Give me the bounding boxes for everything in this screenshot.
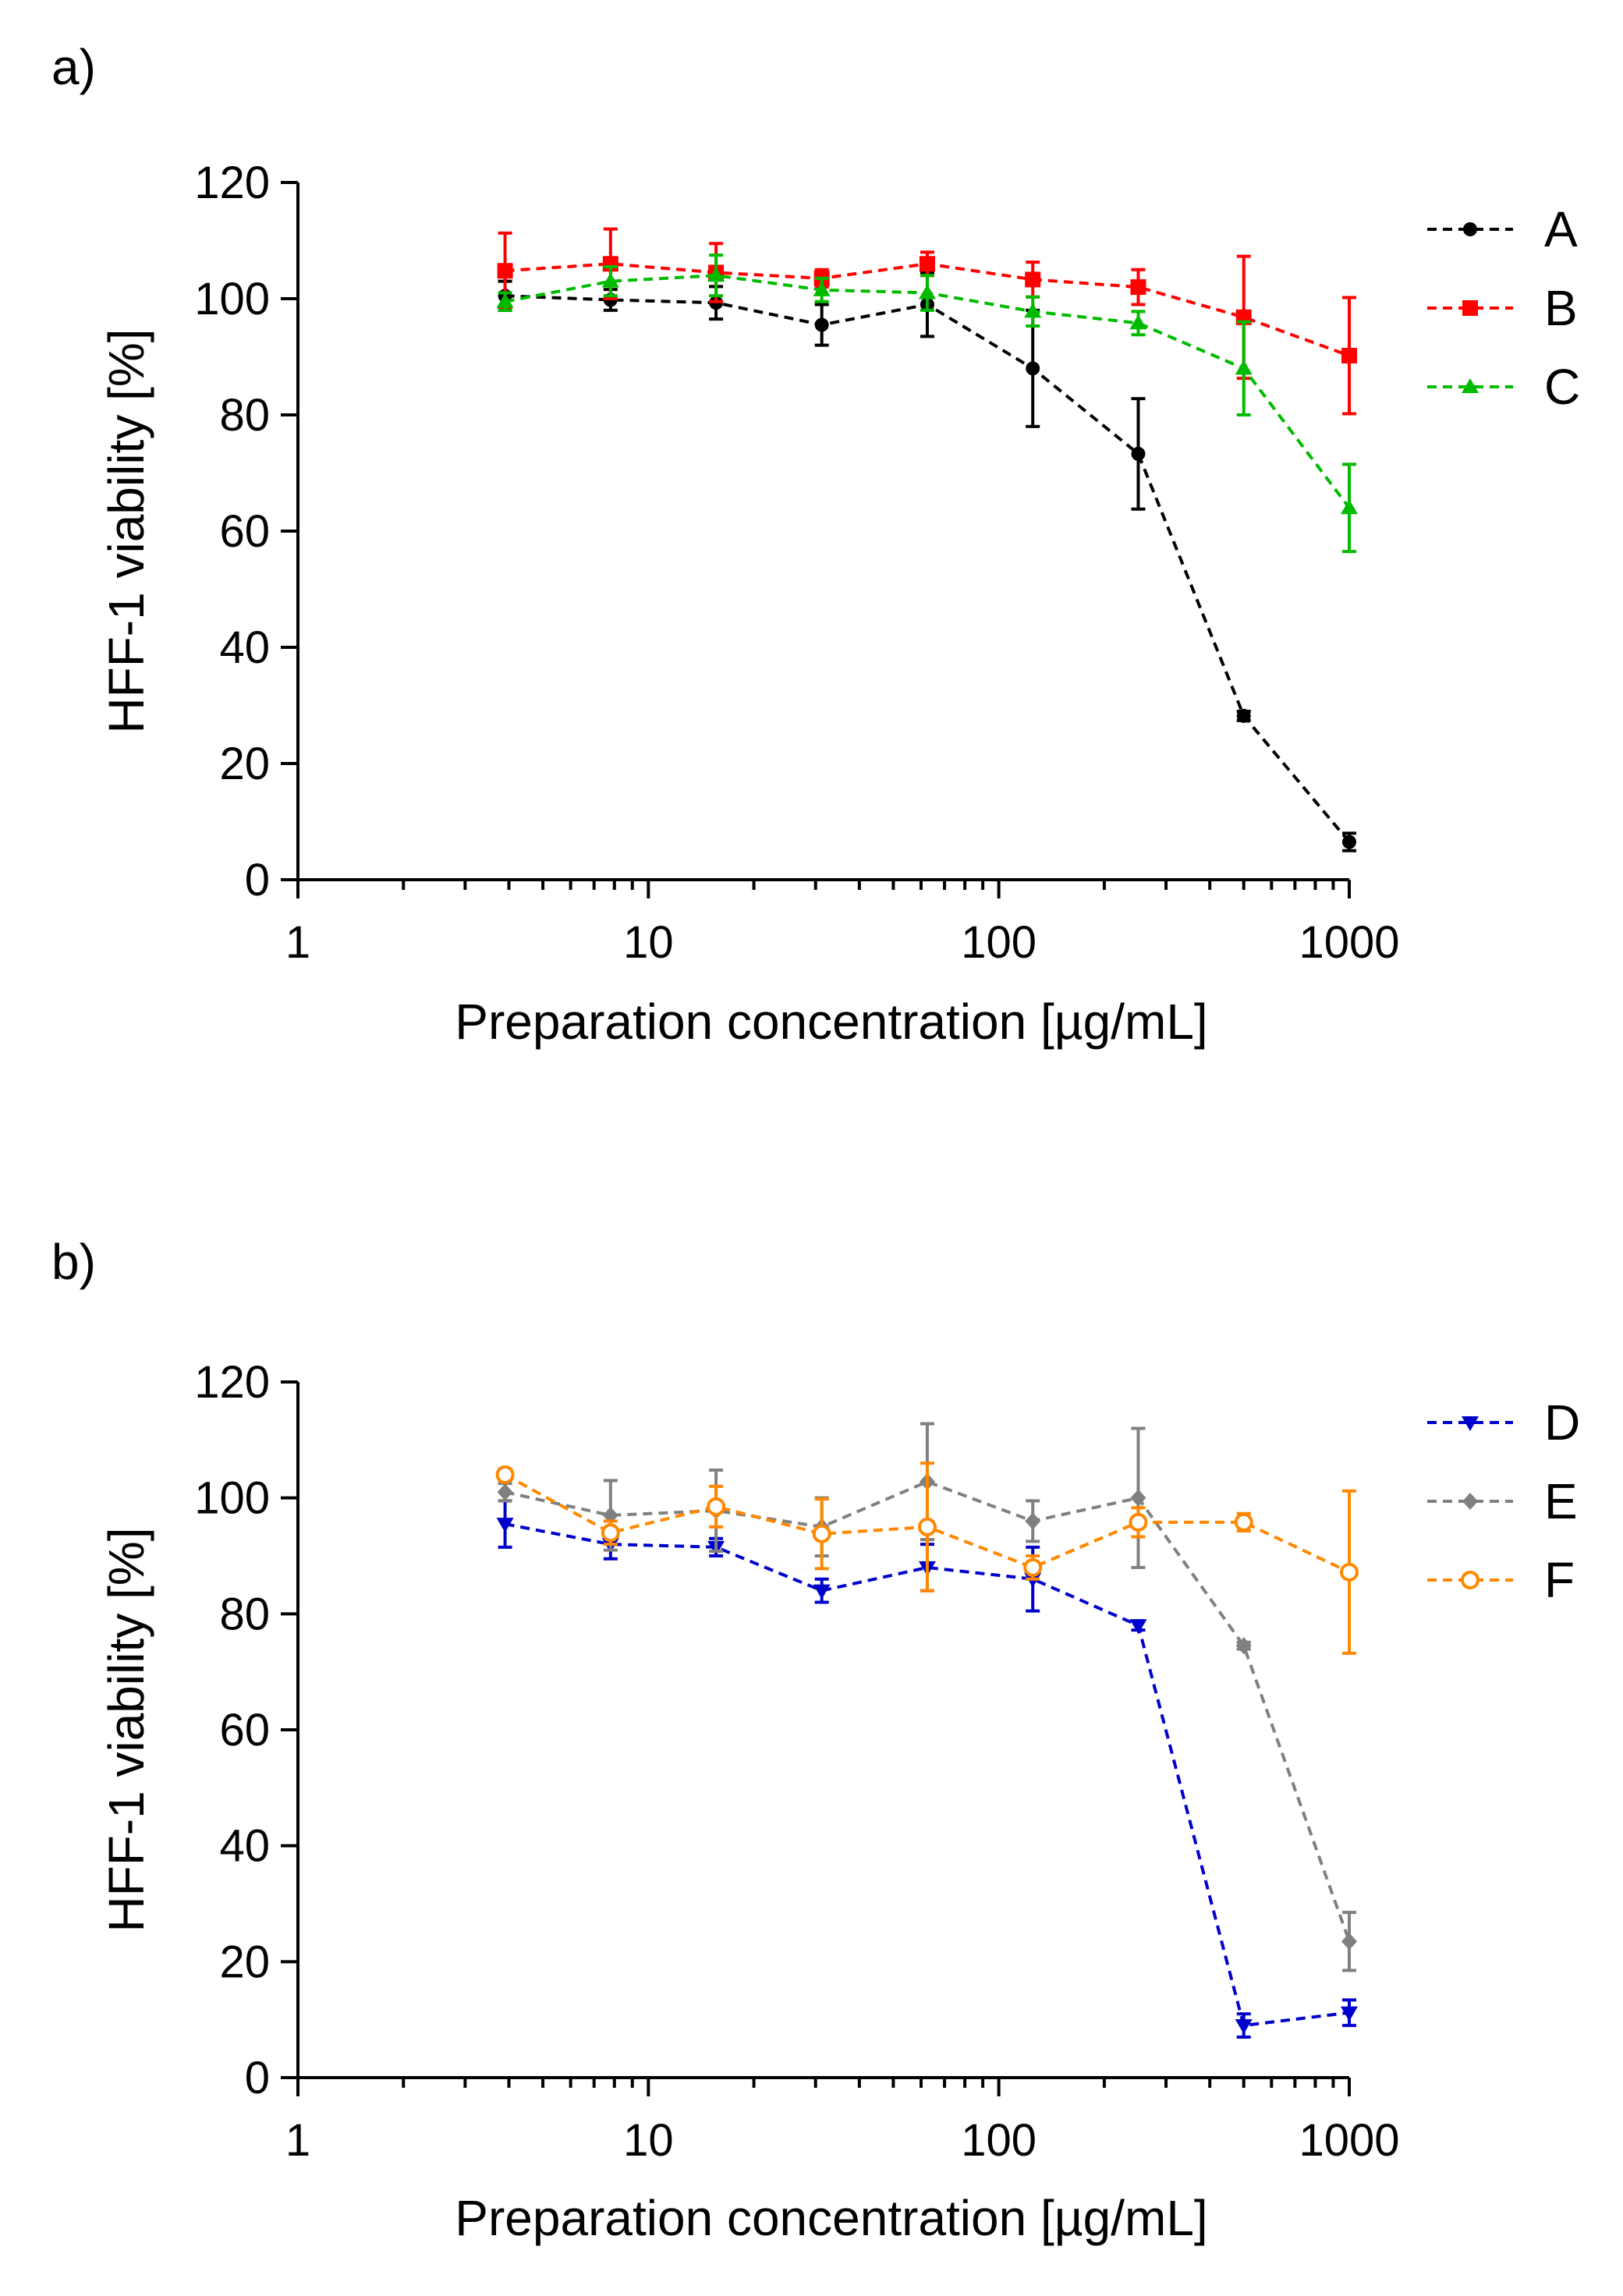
data-point-C	[1235, 360, 1253, 375]
series-B	[497, 227, 1357, 416]
y-tick-label: 0	[245, 855, 270, 905]
data-point-B	[1341, 348, 1357, 364]
data-point-A	[1236, 708, 1251, 723]
data-point-B	[919, 256, 935, 272]
legend-label: D	[1544, 1394, 1580, 1451]
x-tick-label: 10	[623, 917, 674, 968]
data-point-F	[1234, 1512, 1253, 1532]
data-point-F	[601, 1523, 620, 1543]
y-axis-title: HFF-1 viability [%]	[98, 1527, 154, 1932]
y-tick-label: 40	[219, 622, 270, 673]
legend-item-B: B	[1427, 280, 1578, 336]
data-point-E	[497, 1483, 513, 1501]
x-tick-label: 100	[961, 917, 1037, 968]
y-axis-title: HFF-1 viability [%]	[98, 328, 154, 733]
data-point-E	[1025, 1512, 1041, 1530]
x-tick-label: 1	[285, 917, 310, 968]
data-point-C	[1129, 314, 1147, 330]
data-point-B	[1025, 271, 1041, 288]
y-tick-label: 100	[194, 274, 270, 324]
data-point-C	[707, 267, 725, 282]
legend-label: A	[1544, 201, 1578, 257]
x-tick-label: 10	[623, 2115, 674, 2166]
y-tick-label: 80	[219, 1589, 270, 1639]
data-point-E	[1235, 1637, 1252, 1655]
legend-item-A: A	[1427, 201, 1578, 257]
series-A	[498, 271, 1356, 852]
x-tick-label: 1000	[1299, 917, 1399, 968]
y-tick-label: 40	[219, 1821, 270, 1872]
y-tick-label: 80	[219, 390, 270, 441]
legend-label: F	[1544, 1552, 1575, 1608]
series-F	[495, 1462, 1359, 1655]
x-tick-label: 1000	[1299, 2115, 1399, 2166]
data-point-C	[813, 281, 831, 296]
legend-label: C	[1544, 359, 1580, 415]
data-point-F	[917, 1517, 937, 1536]
legend-marker	[1463, 222, 1477, 236]
data-point-A	[1026, 361, 1040, 376]
data-point-F	[812, 1524, 831, 1543]
x-tick-label: 1	[285, 2115, 310, 2166]
legend-marker	[1462, 300, 1478, 316]
legend-marker	[1462, 1493, 1478, 1510]
y-tick-label: 0	[245, 2053, 270, 2103]
data-point-D	[1341, 2006, 1358, 2021]
data-point-E	[1341, 1933, 1357, 1951]
panel-label: b)	[51, 1234, 96, 1290]
legend-item-E: E	[1427, 1473, 1578, 1529]
x-axis-title: Preparation concentration [µg/mL]	[455, 994, 1207, 1050]
data-point-D	[813, 1584, 831, 1600]
legend-item-F: F	[1427, 1552, 1575, 1608]
x-tick-label: 100	[961, 2115, 1037, 2166]
data-point-A	[1342, 834, 1356, 849]
data-point-F	[1129, 1512, 1148, 1532]
data-point-D	[496, 1518, 514, 1533]
panel-label: a)	[51, 39, 96, 95]
y-tick-label: 120	[194, 1357, 270, 1408]
legend-marker	[1461, 1571, 1479, 1589]
y-tick-label: 100	[194, 1473, 270, 1524]
series-C	[496, 253, 1358, 554]
data-point-C	[918, 284, 936, 299]
data-point-B	[497, 263, 513, 279]
legend-marker	[1462, 378, 1479, 393]
legend-item-C: C	[1427, 359, 1580, 415]
data-point-F	[1340, 1562, 1359, 1582]
series-line-A	[505, 294, 1351, 843]
y-tick-label: 60	[219, 1705, 270, 1756]
data-point-A	[814, 317, 829, 332]
legend-marker	[1462, 1416, 1479, 1431]
data-point-D	[1129, 1619, 1147, 1635]
legend-label: B	[1544, 280, 1578, 336]
y-tick-label: 60	[219, 506, 270, 557]
data-point-C	[1024, 303, 1042, 318]
x-axis-title: Preparation concentration [µg/mL]	[455, 2190, 1207, 2246]
y-tick-label: 20	[219, 739, 270, 789]
y-tick-label: 120	[194, 158, 270, 208]
data-point-A	[1131, 446, 1146, 461]
data-point-E	[1130, 1489, 1146, 1507]
data-point-C	[601, 272, 619, 288]
y-tick-label: 20	[219, 1936, 270, 1987]
data-point-D	[1235, 2019, 1253, 2035]
data-point-F	[495, 1465, 515, 1484]
data-point-F	[1023, 1557, 1043, 1577]
series-line-D	[505, 1522, 1350, 2028]
series-line-E	[505, 1479, 1351, 1942]
data-point-C	[496, 292, 514, 308]
legend-item-D: D	[1427, 1394, 1580, 1451]
legend-label: E	[1544, 1473, 1578, 1529]
data-point-F	[707, 1497, 726, 1516]
data-point-B	[1130, 279, 1146, 296]
data-point-C	[1341, 499, 1358, 515]
